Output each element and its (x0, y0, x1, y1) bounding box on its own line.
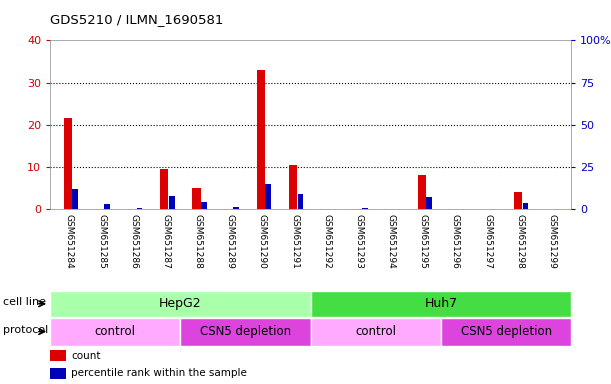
Text: cell line: cell line (2, 298, 45, 308)
Bar (180, 318, 311, 346)
Text: CSN5 depletion: CSN5 depletion (200, 325, 291, 338)
Bar (362, 208, 368, 209)
Text: GSM651285: GSM651285 (97, 214, 106, 268)
Text: GSM651289: GSM651289 (225, 214, 235, 268)
Text: GSM651297: GSM651297 (483, 214, 492, 268)
Text: GSM651291: GSM651291 (290, 214, 299, 268)
Text: GSM651288: GSM651288 (194, 214, 203, 268)
Text: control: control (95, 325, 136, 338)
Bar (160, 169, 169, 209)
Text: HepG2: HepG2 (159, 297, 202, 310)
Bar (72, 189, 78, 209)
Text: GSM651295: GSM651295 (419, 214, 428, 268)
Text: GSM651292: GSM651292 (322, 214, 331, 268)
Text: percentile rank within the sample: percentile rank within the sample (71, 368, 247, 378)
Bar (514, 192, 522, 209)
Bar (418, 175, 426, 209)
Bar (104, 204, 110, 209)
Text: GSM651296: GSM651296 (451, 214, 460, 268)
Text: GSM651286: GSM651286 (130, 214, 138, 268)
Text: GSM651299: GSM651299 (547, 214, 557, 268)
Bar (522, 204, 529, 209)
Bar (265, 184, 271, 209)
Bar (441, 318, 571, 346)
Bar (169, 196, 175, 209)
Bar (233, 207, 239, 209)
Bar (201, 202, 207, 209)
Text: GSM651290: GSM651290 (258, 214, 267, 268)
Bar (50, 318, 180, 346)
Bar (298, 194, 303, 209)
Bar (426, 197, 432, 209)
Bar (137, 208, 142, 209)
Bar (50, 291, 311, 317)
Text: protocol: protocol (2, 325, 48, 335)
Bar (311, 318, 441, 346)
Bar (257, 70, 265, 209)
Bar (64, 118, 72, 209)
Bar (192, 188, 200, 209)
Bar (289, 165, 297, 209)
Text: GDS5210 / ILMN_1690581: GDS5210 / ILMN_1690581 (50, 13, 224, 26)
Text: control: control (356, 325, 397, 338)
Text: GSM651294: GSM651294 (387, 214, 396, 268)
Text: count: count (71, 351, 100, 361)
Text: GSM651287: GSM651287 (161, 214, 170, 268)
Text: GSM651298: GSM651298 (515, 214, 524, 268)
Text: GSM651284: GSM651284 (65, 214, 74, 268)
Bar (311, 291, 571, 317)
Text: CSN5 depletion: CSN5 depletion (461, 325, 552, 338)
Text: GSM651293: GSM651293 (354, 214, 364, 268)
Bar (50, 350, 66, 361)
Bar (50, 367, 66, 379)
Text: Huh7: Huh7 (425, 297, 458, 310)
